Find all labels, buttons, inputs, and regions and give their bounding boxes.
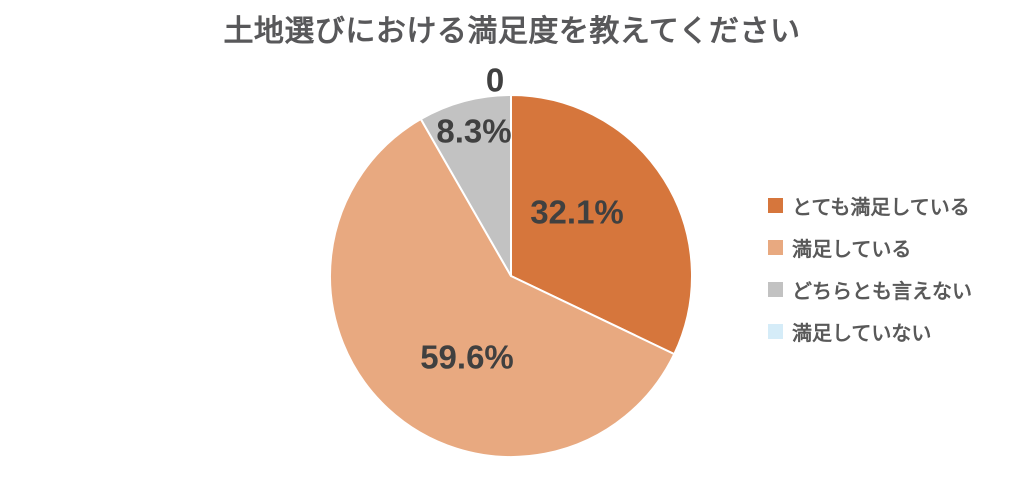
legend-item-neutral: どちらとも言えない [768, 276, 972, 303]
pie-slice [510, 94, 693, 356]
legend-swatch-very-satisfied [768, 197, 783, 213]
legend-swatch-satisfied [768, 239, 783, 255]
legend-item-satisfied: 満足している [768, 234, 972, 261]
slice-data-label: 59.6% [420, 339, 514, 376]
legend-label-very-satisfied: とても満足している [792, 196, 970, 219]
chart-legend: とても満足している 満足している どちらとも言えない 満足していない [768, 192, 972, 345]
slice-data-label: 32.1% [530, 194, 624, 231]
legend-label-satisfied: 満足している [792, 238, 912, 261]
legend-item-not-satisfied: 満足していない [768, 318, 972, 345]
legend-item-very-satisfied: とても満足している [768, 192, 972, 219]
chart-title: 土地選びにおける満足度を教えてください [223, 15, 801, 48]
legend-label-not-satisfied: 満足していない [792, 322, 932, 345]
legend-label-neutral: どちらとも言えない [792, 280, 972, 303]
legend-swatch-neutral [768, 281, 783, 297]
slice-data-label: 0 [486, 62, 504, 99]
legend-swatch-not-satisfied [768, 323, 783, 339]
slice-data-label: 8.3% [436, 113, 511, 150]
pie-slice [419, 94, 512, 277]
pie-slice [329, 118, 676, 458]
